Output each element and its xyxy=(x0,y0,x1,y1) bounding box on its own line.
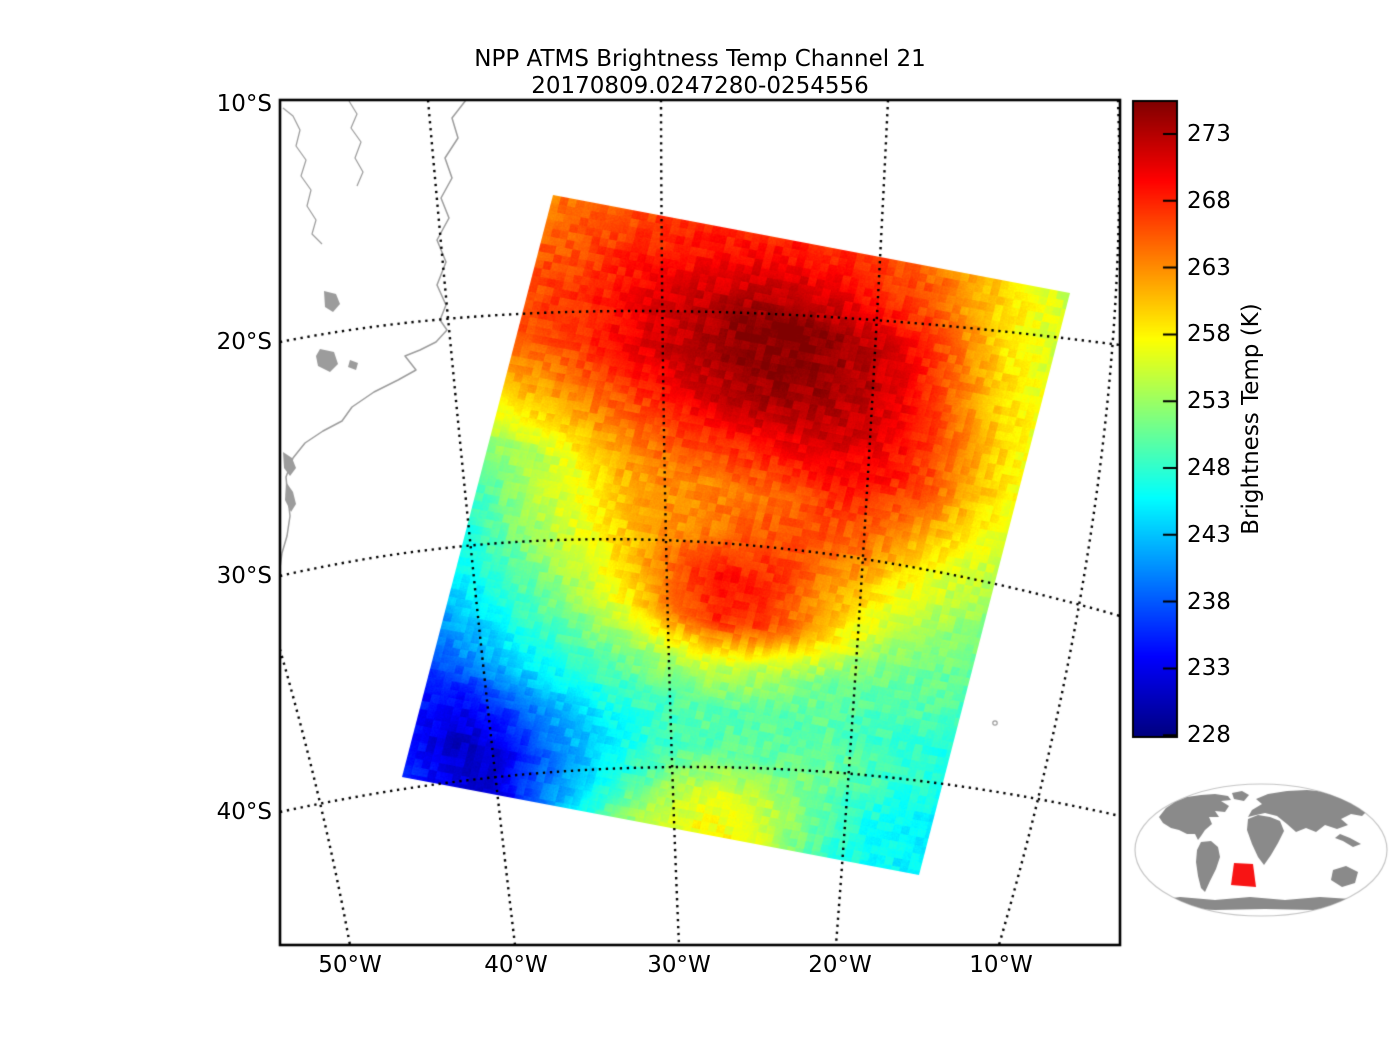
colorbar-tick-label: 243 xyxy=(1187,521,1231,548)
lon-tick-label: 10°W xyxy=(969,952,1033,978)
colorbar-tick-label: 253 xyxy=(1187,388,1231,415)
colorbar-tick-label: 248 xyxy=(1187,455,1231,481)
lon-tick-label: 20°W xyxy=(808,952,872,978)
colorbar-tick-label: 228 xyxy=(1187,722,1231,749)
colorbar-tick-label: 263 xyxy=(1187,254,1231,281)
lat-tick-label: 10°S xyxy=(216,91,272,117)
lon-tick-label: 30°W xyxy=(647,952,711,978)
lat-tick-label: 30°S xyxy=(216,563,272,589)
lat-tick-label: 20°S xyxy=(216,329,272,355)
colorbar-tick-label: 238 xyxy=(1187,588,1231,615)
plot-title: NPP ATMS Brightness Temp Channel 21 2017… xyxy=(474,46,925,100)
plot-title-line2: 20170809.0247280-0254556 xyxy=(531,73,869,99)
lon-tick-label: 50°W xyxy=(318,952,382,978)
colorbar-tick-label: 233 xyxy=(1187,655,1231,682)
colorbar-axis-label: Brightness Temp (K) xyxy=(1238,303,1264,535)
lon-tick-label: 40°W xyxy=(484,952,548,978)
lat-tick-label: 40°S xyxy=(216,799,272,825)
colorbar-tick-label: 273 xyxy=(1187,121,1231,147)
colorbar-tick-label: 258 xyxy=(1187,321,1231,348)
colorbar-tick-label: 268 xyxy=(1187,187,1231,214)
plot-title-line1: NPP ATMS Brightness Temp Channel 21 xyxy=(474,46,926,72)
